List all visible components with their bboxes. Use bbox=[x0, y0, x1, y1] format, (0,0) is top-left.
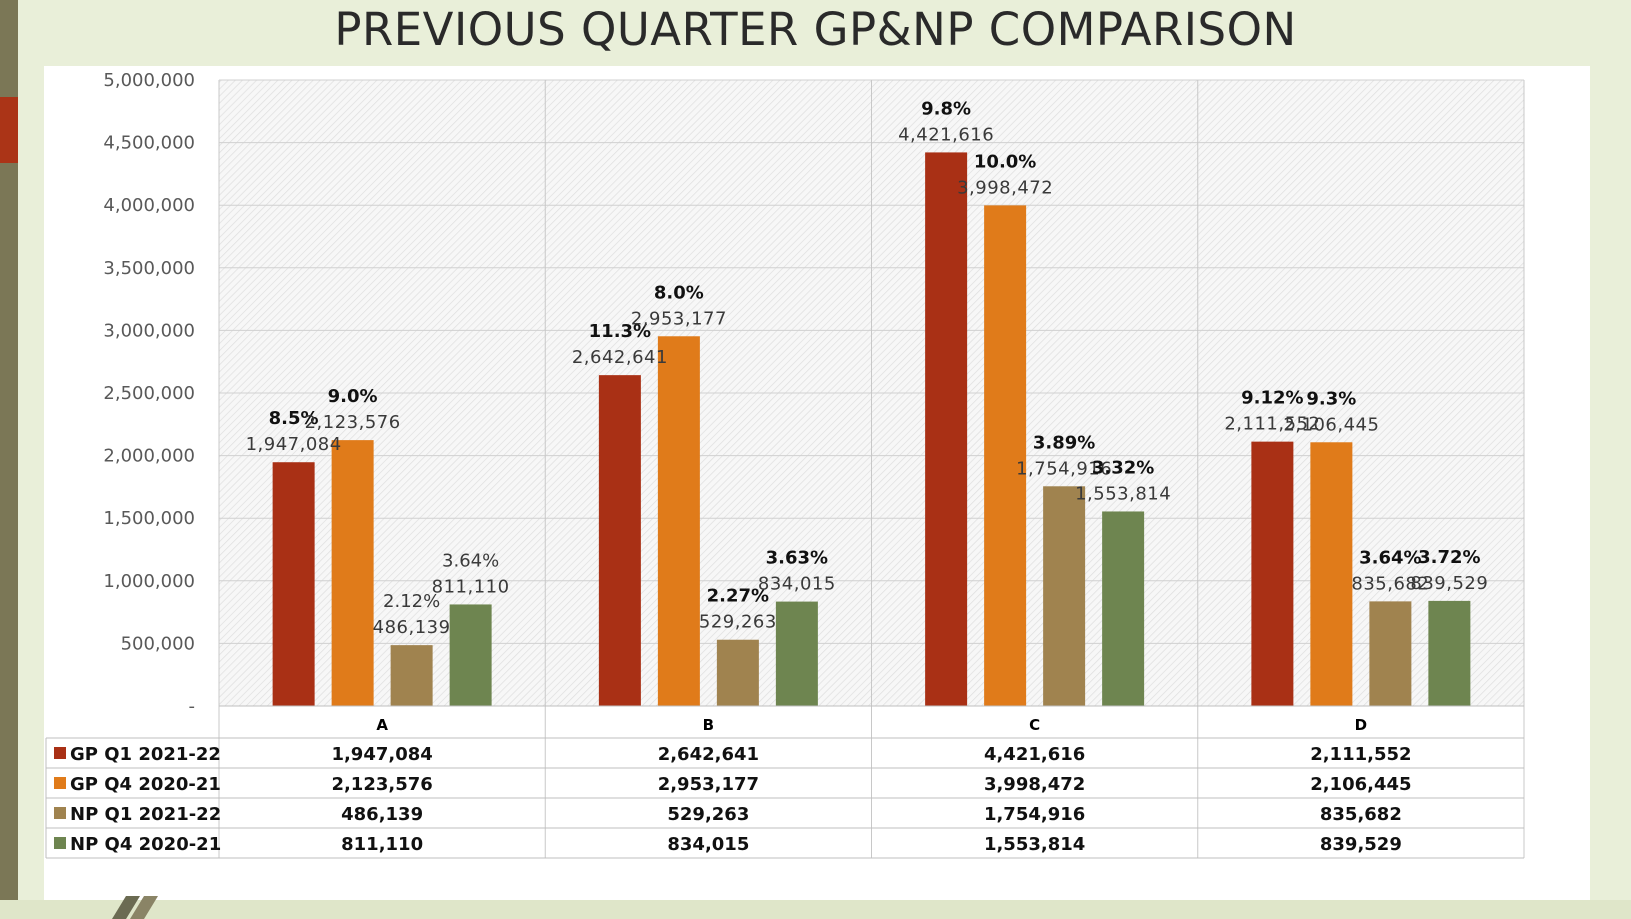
table-cell: 2,953,177 bbox=[658, 774, 759, 795]
legend-series-label: NP Q1 2021-22 bbox=[70, 804, 221, 825]
bar-percent-label: 10.0% bbox=[974, 151, 1036, 172]
bar-value-label: 2,953,177 bbox=[631, 308, 727, 329]
y-tick-label: 4,000,000 bbox=[103, 195, 195, 216]
bar-value-label: 811,110 bbox=[432, 576, 510, 597]
bottom-decor-marks bbox=[112, 896, 158, 919]
table-cell: 811,110 bbox=[341, 834, 423, 855]
table-cell: 2,123,576 bbox=[331, 774, 432, 795]
bar-value-label: 529,263 bbox=[699, 612, 777, 633]
y-tick-label: 3,000,000 bbox=[103, 320, 195, 341]
bar-b-series-2 bbox=[657, 336, 700, 706]
y-tick-label: 2,000,000 bbox=[103, 446, 195, 467]
bar-a-series-4 bbox=[449, 604, 492, 706]
legend-series-label: GP Q1 2021-22 bbox=[70, 744, 221, 765]
left-accent-block bbox=[0, 97, 18, 163]
page-title: PREVIOUS QUARTER GP&NP COMPARISON bbox=[334, 3, 1297, 56]
legend-swatch bbox=[54, 837, 66, 849]
y-tick-label: 2,500,000 bbox=[103, 383, 195, 404]
table-cell: 486,139 bbox=[341, 804, 423, 825]
bar-value-label: 839,529 bbox=[1410, 573, 1488, 594]
table-cell: 835,682 bbox=[1320, 804, 1402, 825]
table-cell: 2,111,552 bbox=[1310, 744, 1411, 765]
y-tick-label: 1,000,000 bbox=[103, 571, 195, 592]
bar-value-label: 2,642,641 bbox=[572, 347, 668, 368]
table-cell: 4,421,616 bbox=[984, 744, 1085, 765]
bar-value-label: 1,754,916 bbox=[1016, 458, 1112, 479]
bar-percent-label: 3.64% bbox=[1359, 547, 1421, 568]
bar-a-series-1 bbox=[272, 462, 315, 706]
bar-value-label: 2,111,552 bbox=[1224, 414, 1320, 435]
table-cell: 1,553,814 bbox=[984, 834, 1085, 855]
y-tick-label: 5,000,000 bbox=[103, 70, 195, 91]
bar-c-series-4 bbox=[1102, 511, 1145, 706]
bar-percent-label: 9.0% bbox=[328, 386, 378, 407]
table-cell: 834,015 bbox=[667, 834, 749, 855]
chart-card: - 500,000 1,000,000 1,500,000 2,000,000 2,500… bbox=[44, 66, 1590, 900]
bar-value-label: 2,106,445 bbox=[1283, 414, 1379, 435]
bar-c-series-2 bbox=[984, 205, 1027, 707]
bar-d-series-1 bbox=[1251, 441, 1294, 706]
category-label-a: A bbox=[376, 716, 388, 734]
table-cell: 839,529 bbox=[1320, 834, 1402, 855]
table-cell: 2,642,641 bbox=[658, 744, 759, 765]
bar-percent-label: 3.63% bbox=[766, 548, 828, 569]
table-cell: 1,754,916 bbox=[984, 804, 1085, 825]
category-label-c: C bbox=[1029, 716, 1040, 734]
bar-value-label: 1,947,084 bbox=[246, 434, 342, 455]
bar-value-label: 486,139 bbox=[373, 617, 451, 638]
legend-swatch bbox=[54, 777, 66, 789]
legend-swatch bbox=[54, 807, 66, 819]
y-tick-label: 4,500,000 bbox=[103, 133, 195, 154]
bar-percent-label: 9.8% bbox=[921, 98, 971, 119]
bar-d-series-4 bbox=[1428, 600, 1471, 706]
y-tick-label: 3,500,000 bbox=[103, 258, 195, 279]
y-tick-label: - bbox=[189, 696, 196, 717]
bar-value-label: 835,682 bbox=[1351, 573, 1429, 594]
table-cell: 3,998,472 bbox=[984, 774, 1085, 795]
bar-b-series-1 bbox=[598, 375, 641, 706]
bar-percent-label: 3.32% bbox=[1092, 457, 1154, 478]
table-cell: 2,106,445 bbox=[1310, 774, 1411, 795]
bar-percent-label: 8.5% bbox=[269, 408, 319, 429]
table-cell: 1,947,084 bbox=[331, 744, 432, 765]
category-label-d: D bbox=[1355, 716, 1367, 734]
bar-a-series-3 bbox=[390, 645, 433, 706]
left-decor-strip bbox=[0, 0, 18, 919]
y-tick-label: 500,000 bbox=[121, 633, 195, 654]
bar-percent-label: 8.0% bbox=[654, 282, 704, 303]
bar-percent-label: 3.64% bbox=[442, 550, 499, 571]
y-tick-label: 1,500,000 bbox=[103, 508, 195, 529]
bar-d-series-3 bbox=[1369, 601, 1412, 706]
bar-b-series-4 bbox=[775, 601, 818, 706]
legend-swatch bbox=[54, 747, 66, 759]
bar-value-label: 4,421,616 bbox=[898, 124, 994, 145]
bar-percent-label: 2.12% bbox=[383, 591, 440, 612]
category-label-b: B bbox=[703, 716, 714, 734]
bar-value-label: 3,998,472 bbox=[957, 177, 1053, 198]
bar-percent-label: 2.27% bbox=[707, 586, 769, 607]
bar-value-label: 1,553,814 bbox=[1075, 483, 1171, 504]
legend-series-label: GP Q4 2020-21 bbox=[70, 774, 221, 795]
bar-chart: - 500,000 1,000,000 1,500,000 2,000,000 2,500… bbox=[45, 70, 1525, 859]
legend-series-label: NP Q4 2020-21 bbox=[70, 834, 221, 855]
bar-value-label: 2,123,576 bbox=[305, 412, 401, 433]
bar-percent-label: 9.12% bbox=[1241, 388, 1303, 409]
bar-c-series-3 bbox=[1043, 486, 1086, 706]
bar-d-series-2 bbox=[1310, 442, 1353, 706]
bar-percent-label: 3.89% bbox=[1033, 432, 1095, 453]
bar-value-label: 834,015 bbox=[758, 574, 836, 595]
bar-c-series-1 bbox=[925, 152, 968, 706]
table-cell: 529,263 bbox=[667, 804, 749, 825]
bottom-decor-strip bbox=[0, 900, 1631, 919]
bar-percent-label: 11.3% bbox=[589, 321, 651, 342]
bar-percent-label: 9.3% bbox=[1306, 388, 1356, 409]
bar-percent-label: 3.72% bbox=[1418, 547, 1480, 568]
bar-b-series-3 bbox=[716, 639, 759, 706]
bar-a-series-2 bbox=[331, 440, 374, 706]
